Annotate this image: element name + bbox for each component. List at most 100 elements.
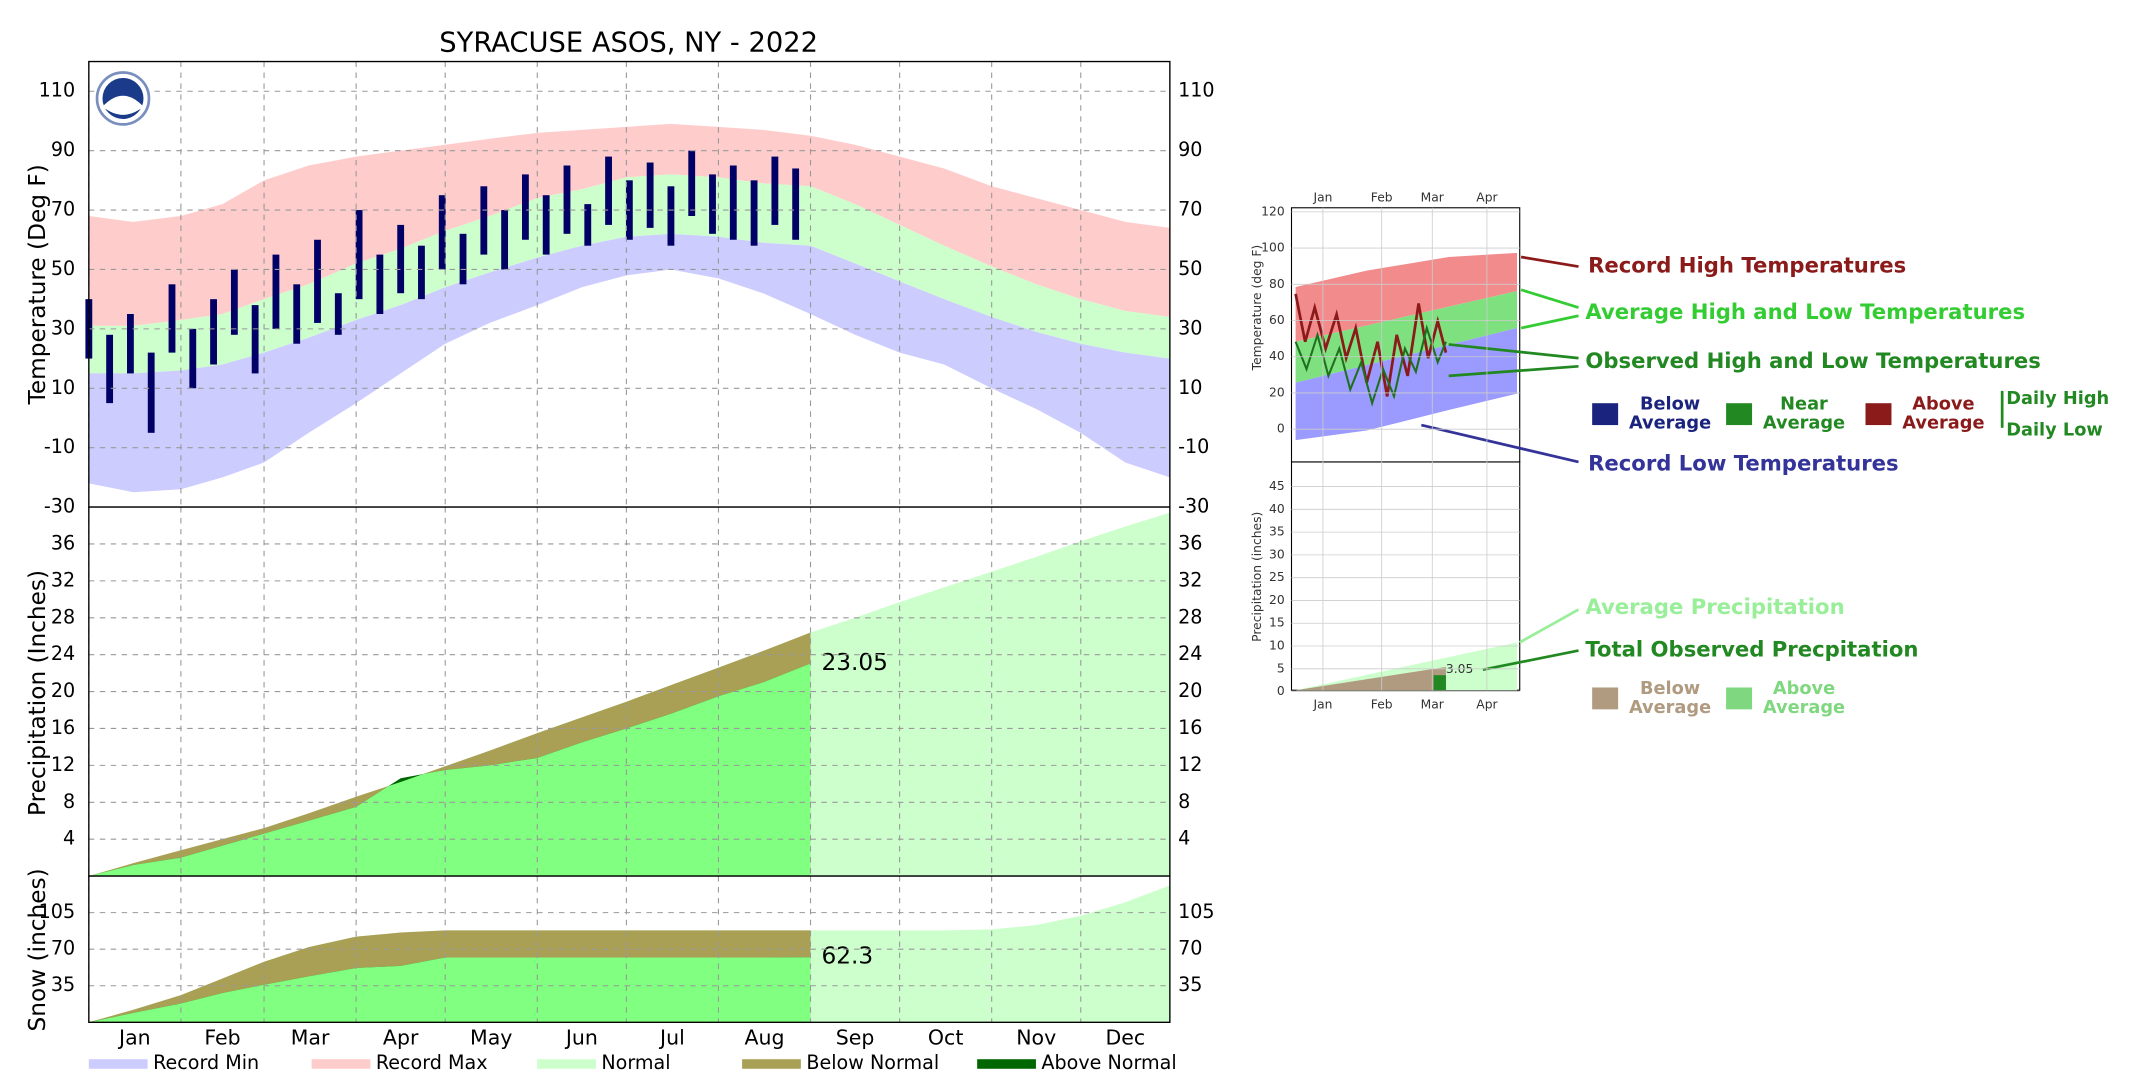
key-month-label: Mar — [1421, 698, 1445, 712]
x-tick-label: Nov — [1016, 1026, 1056, 1050]
y-tick-label: 36 — [51, 531, 75, 554]
key-swatch — [1865, 403, 1892, 426]
y-tick-label: 70 — [51, 198, 75, 221]
observed-bar — [147, 352, 155, 433]
legend-swatch — [311, 1059, 371, 1069]
observed-bar — [729, 165, 737, 240]
x-tick-label: Mar — [291, 1026, 330, 1050]
key-normal-area — [1295, 291, 1517, 383]
y-tick-label: 110 — [39, 79, 76, 102]
observed-bar — [251, 305, 259, 374]
x-tick-label: Jan — [117, 1026, 151, 1050]
y2-tick-label: 36 — [1178, 531, 1202, 554]
key-month-label: Apr — [1476, 191, 1498, 205]
legend-label: Above Normal — [1041, 1051, 1176, 1074]
key-observed-low-line — [1294, 324, 1447, 407]
y-tick-label: 10 — [51, 376, 75, 399]
key-category: Above — [1912, 395, 1974, 415]
y-tick-label: 70 — [51, 937, 75, 960]
key-observed-line — [1294, 293, 1448, 397]
key-pointer — [1520, 288, 1579, 309]
observed-bar — [480, 186, 488, 255]
key-category: Average — [1763, 698, 1845, 718]
key-observed-precip — [1295, 666, 1446, 691]
plots: -30 -30 -10 -10 10 10 30 30 50 50 70 70 90 90 110 110 Te… — [24, 60, 1215, 1031]
key-pointer — [1520, 314, 1579, 330]
legend-swatch — [742, 1059, 801, 1069]
key-category: Average — [1763, 414, 1845, 434]
key-y-tick-label: 80 — [1269, 277, 1285, 291]
record-min-area — [88, 233, 1170, 493]
key-month-label: Jan — [1312, 191, 1332, 205]
legend-label: Record Max — [376, 1051, 488, 1074]
key-month-label: Apr — [1476, 698, 1498, 712]
key-y-tick-label: 0 — [1277, 684, 1285, 698]
legend-swatch — [977, 1059, 1036, 1069]
chart-title: SYRACUSE ASOS, NY - 2022 — [439, 27, 818, 58]
key-category: Below — [1640, 679, 1700, 699]
x-tick-label: Apr — [383, 1026, 419, 1050]
observed-bar — [334, 293, 342, 335]
y2-tick-label: 24 — [1178, 642, 1202, 665]
observed-bar — [750, 180, 758, 246]
observed-bar — [501, 210, 509, 270]
observed-bar — [605, 156, 612, 225]
key-label: Observed High and Low Temperatures — [1585, 348, 2041, 373]
y2-tick-label: 30 — [1178, 316, 1202, 339]
legend-label: Below Normal — [806, 1051, 939, 1074]
key-y-tick-label: 30 — [1269, 547, 1285, 561]
key-pointer — [1421, 423, 1579, 464]
y2-tick-label: 35 — [1178, 973, 1202, 996]
key-y-tick-label: 35 — [1269, 525, 1285, 539]
key-category: Average — [1902, 414, 1984, 434]
observed-bar — [293, 284, 301, 344]
y2-tick-label: -30 — [1178, 495, 1209, 518]
y-tick-label: 32 — [51, 568, 75, 591]
observed-bar — [106, 334, 114, 404]
observed-bar — [189, 328, 197, 389]
key-month-label: Feb — [1371, 191, 1393, 205]
x-tick-label: Oct — [928, 1026, 963, 1050]
key-month-label: Jan — [1312, 698, 1332, 712]
key-label: Daily Low — [2006, 421, 2103, 441]
value-label: 23.05 — [821, 649, 887, 676]
key-label: Average High and Low Temperatures — [1585, 299, 2025, 324]
y2-tick-label: 32 — [1178, 568, 1202, 591]
y2-tick-label: 105 — [1178, 900, 1215, 923]
observed-bar — [646, 162, 654, 228]
y2-tick-label: 28 — [1178, 605, 1202, 628]
key-pointer — [1482, 649, 1579, 672]
y-axis-label: Snow (inches) — [24, 868, 51, 1031]
key-category: Average — [1629, 414, 1711, 434]
key-above-precip — [1433, 675, 1446, 691]
observed-bar — [230, 269, 238, 335]
legend-swatch — [88, 1059, 148, 1069]
observed-bar — [563, 165, 571, 234]
key-axis-label: Precipitation (inches) — [1250, 512, 1264, 642]
x-tick-label: Dec — [1105, 1026, 1145, 1050]
observed-bar — [376, 254, 384, 315]
observed-bar — [272, 254, 280, 329]
key-pointer — [1448, 364, 1579, 378]
observed-bar — [792, 168, 800, 240]
y2-tick-label: 50 — [1178, 257, 1202, 280]
y2-tick-label: 12 — [1178, 753, 1202, 776]
key-category: Below — [1640, 395, 1700, 415]
y-tick-label: -10 — [44, 435, 75, 458]
x-tick-label: Feb — [204, 1026, 240, 1050]
key-swatch — [1726, 687, 1753, 710]
key-swatch — [1592, 403, 1619, 426]
y-tick-label: 28 — [51, 605, 75, 628]
observed-bar — [397, 224, 405, 294]
x-tick-label: Sep — [836, 1026, 875, 1050]
key-swatch — [1726, 403, 1753, 426]
y2-tick-label: 70 — [1178, 198, 1202, 221]
key-y-tick-label: 20 — [1269, 385, 1285, 399]
x-tick-label: May — [470, 1026, 512, 1050]
legend-label: Normal — [601, 1051, 670, 1074]
y-tick-label: 105 — [39, 900, 76, 923]
y2-tick-label: 8 — [1178, 790, 1190, 813]
y2-tick-label: 20 — [1178, 679, 1202, 702]
y2-tick-label: 10 — [1178, 376, 1202, 399]
